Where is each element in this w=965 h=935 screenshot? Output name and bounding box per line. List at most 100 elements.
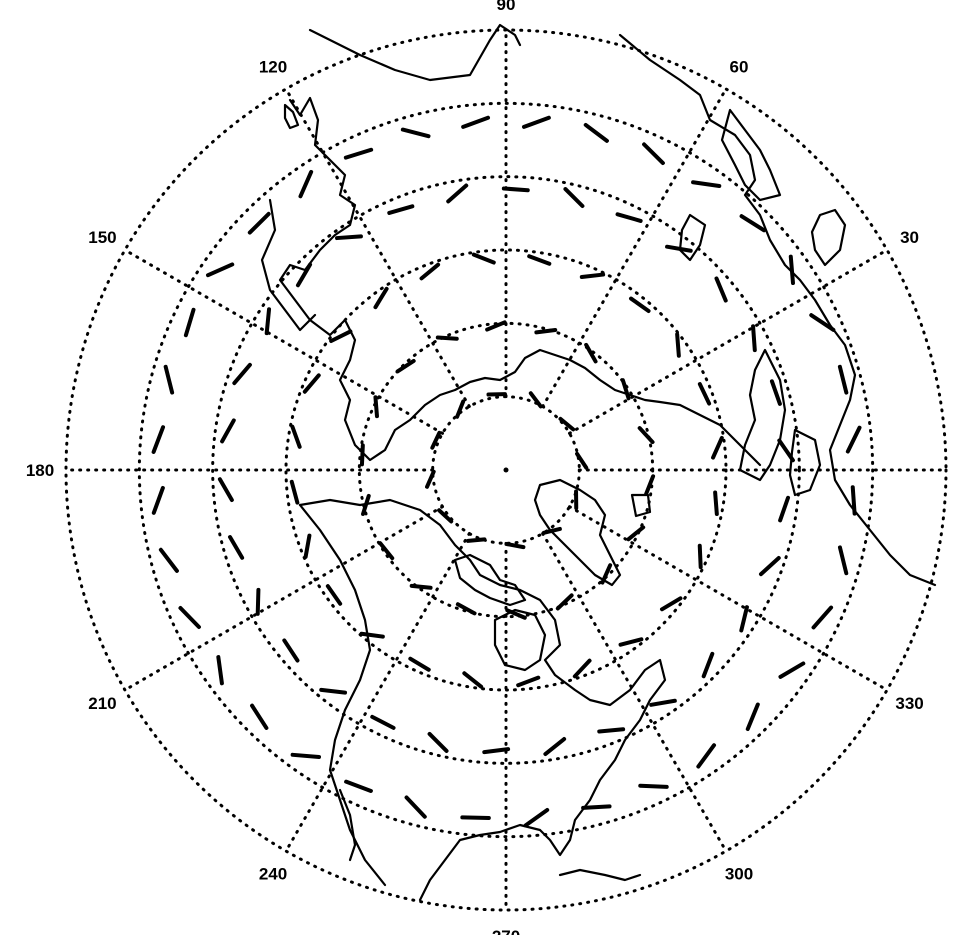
meridian-line	[541, 87, 728, 408]
coastline-asia	[278, 96, 762, 467]
wind-vector	[521, 115, 551, 129]
wind-vector	[295, 262, 313, 288]
wind-vector	[319, 687, 348, 695]
wind-vector	[255, 587, 261, 616]
wind-vector	[462, 671, 484, 689]
coastlines	[260, 23, 937, 902]
wind-vector	[343, 147, 374, 160]
wind-vector	[298, 169, 314, 199]
wind-vector	[575, 451, 589, 470]
wind-vector	[505, 608, 527, 620]
vector-field	[151, 115, 862, 828]
wind-vector	[404, 795, 427, 819]
coastline-kamchatka	[260, 198, 317, 332]
wind-vector	[777, 438, 795, 463]
wind-vector	[247, 211, 271, 235]
wind-vector	[626, 525, 646, 542]
longitude-label-180: 180	[26, 461, 54, 480]
wind-vector	[629, 296, 651, 313]
longitude-label-120: 120	[259, 57, 287, 76]
longitude-label-240: 240	[259, 865, 287, 884]
wind-vector	[691, 180, 722, 188]
meridian-line	[568, 505, 889, 692]
wind-vector	[151, 485, 165, 515]
wind-vector	[151, 425, 166, 454]
wind-vector	[778, 495, 791, 523]
wind-vector	[751, 324, 757, 353]
wind-vector	[446, 183, 469, 204]
wind-vector	[711, 435, 724, 460]
wind-vector	[572, 658, 592, 679]
wind-vector	[419, 262, 441, 281]
wind-vector	[516, 675, 541, 688]
coastline-mediterranean-edge	[810, 208, 847, 267]
north-pole-dot	[503, 467, 509, 473]
wind-vector	[290, 752, 322, 759]
wind-vector	[425, 469, 436, 489]
wind-vector	[558, 416, 576, 432]
wind-vector	[370, 714, 396, 730]
wind-vector	[584, 342, 598, 364]
meridian-line	[123, 248, 444, 435]
meridian-line	[568, 248, 889, 435]
wind-vector	[220, 418, 236, 444]
wind-vector	[232, 362, 252, 386]
wind-vector	[205, 262, 235, 278]
coastline-hudson-bay	[493, 608, 547, 672]
wind-vector	[850, 485, 857, 516]
wind-vector	[325, 584, 343, 606]
wind-vector	[845, 425, 862, 454]
wind-vector	[427, 731, 449, 753]
wind-vector	[178, 606, 201, 629]
longitude-label-60: 60	[730, 57, 749, 76]
meridian-lines	[64, 28, 948, 912]
coastline-british-isles	[788, 428, 822, 497]
wind-vector	[597, 727, 626, 734]
wind-vector	[778, 661, 806, 679]
longitude-label-150: 150	[88, 228, 116, 247]
coastline-west-north-america	[298, 503, 387, 887]
coastline-japan	[283, 103, 300, 130]
wind-vector	[264, 307, 272, 336]
wind-vector	[435, 335, 459, 341]
wind-vector	[579, 272, 606, 280]
wind-vector	[501, 186, 530, 193]
wind-vector	[303, 533, 312, 559]
wind-vector	[466, 537, 487, 543]
wind-vector	[637, 426, 655, 445]
latitude-circle	[137, 101, 875, 839]
wind-vector	[563, 187, 585, 209]
wind-vector	[541, 526, 562, 535]
meridian-line	[284, 532, 471, 853]
wind-vector	[437, 508, 454, 524]
wind-vector	[620, 378, 631, 401]
wind-vector	[583, 122, 609, 143]
wind-vector	[788, 254, 795, 286]
wind-vector	[555, 593, 574, 611]
wind-vector	[696, 743, 717, 769]
longitude-label-270: 270	[492, 927, 520, 935]
wind-vector	[505, 542, 526, 550]
coastline-middle-east	[720, 108, 782, 202]
wind-vector	[359, 631, 385, 639]
wind-vector	[739, 605, 749, 633]
wind-vector	[430, 430, 442, 450]
coastline-caspian	[678, 213, 707, 262]
coastline-scandinavia	[738, 348, 787, 482]
latitude-circle	[211, 175, 801, 765]
wind-vector	[163, 364, 175, 395]
longitude-label-30: 30	[900, 228, 919, 247]
wind-vector	[471, 252, 496, 265]
wind-vector	[713, 490, 719, 516]
longitude-label-90: 90	[497, 0, 516, 14]
wind-vector	[618, 637, 644, 647]
wind-vector	[395, 358, 416, 374]
meridian-line	[284, 87, 471, 408]
longitude-label-210: 210	[88, 694, 116, 713]
wind-vector	[714, 276, 728, 303]
wind-vector	[739, 214, 766, 233]
wind-vector	[335, 234, 363, 241]
wind-vector	[344, 779, 373, 793]
coastline-east-asia	[308, 23, 522, 82]
